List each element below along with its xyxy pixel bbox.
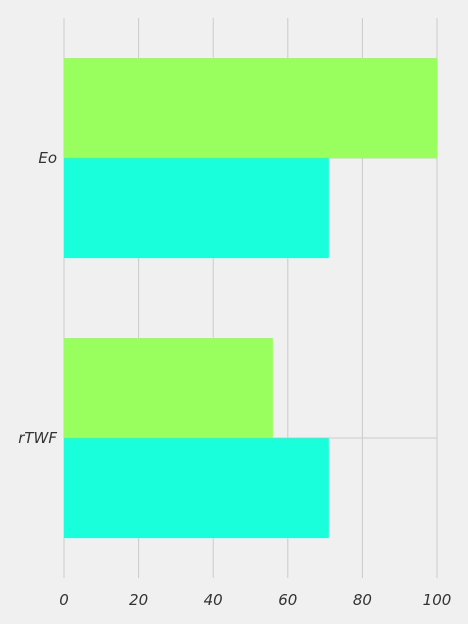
x-tick-labels: 0 20 40 60 80 100 [59, 591, 451, 609]
bar-rTWF-series-2 [64, 438, 329, 538]
x-tick-label-80: 80 [353, 591, 372, 609]
y-tick-labels: rTWF Eo [18, 149, 57, 447]
bar-Eo-series-2 [64, 158, 329, 258]
y-tick-label-rTWF: rTWF [18, 429, 57, 447]
bars [64, 58, 437, 538]
bar-rTWF-series-1 [64, 338, 273, 438]
x-tick-label-100: 100 [423, 591, 452, 609]
x-tick-label-40: 40 [204, 591, 223, 609]
x-tick-label-0: 0 [59, 591, 69, 609]
x-tick-label-20: 20 [129, 591, 148, 609]
x-tick-label-60: 60 [278, 591, 297, 609]
bar-Eo-series-1 [64, 58, 437, 158]
y-tick-label-Eo: Eo [38, 149, 57, 167]
